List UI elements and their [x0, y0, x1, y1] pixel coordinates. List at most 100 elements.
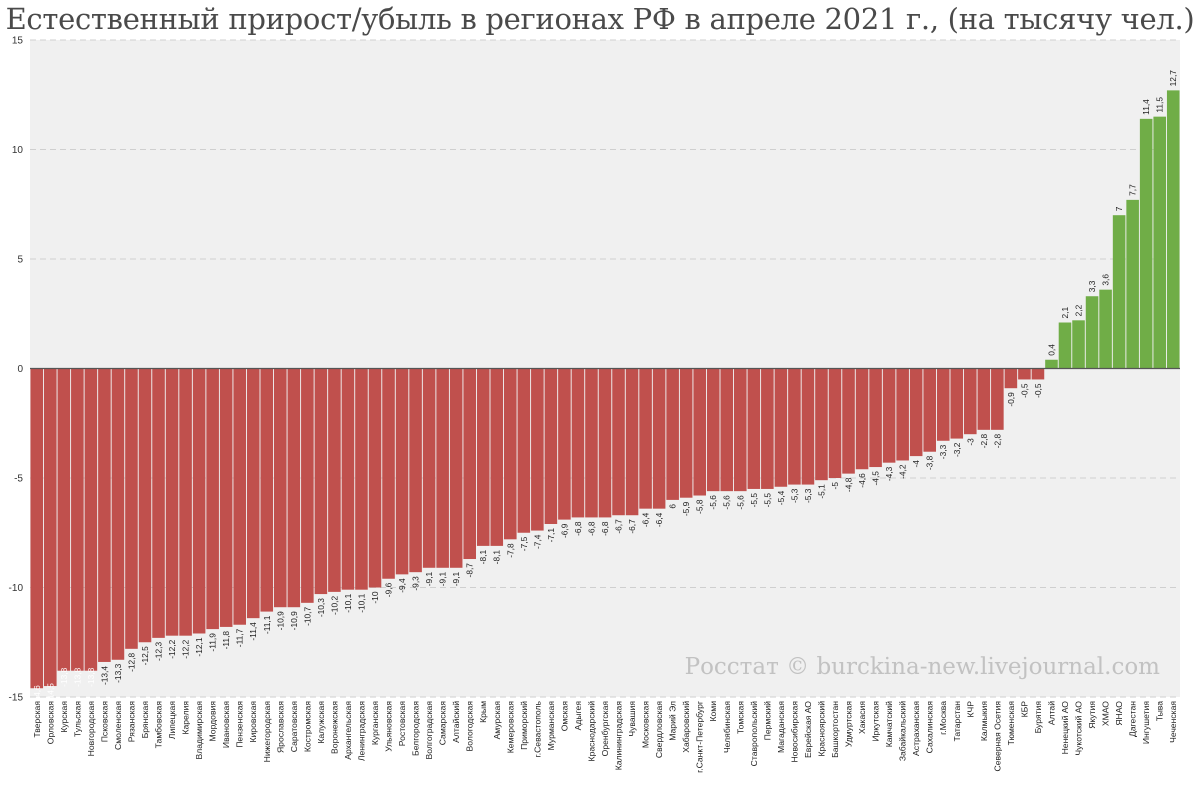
bar — [409, 368, 422, 573]
category-label: Крым — [478, 701, 488, 723]
category-label: Костромская — [302, 701, 312, 753]
data-label: -8,7 — [465, 563, 475, 578]
category-label: Курганская — [370, 701, 380, 745]
category-label: Кемеровская — [505, 701, 515, 754]
data-label: -10 — [370, 591, 380, 603]
category-label: Адыгея — [573, 701, 583, 731]
category-label: Магаданская — [776, 701, 786, 753]
category-label: Курская — [59, 701, 69, 733]
y-tick-label: -5 — [14, 474, 23, 485]
bar — [341, 368, 355, 590]
bar — [382, 368, 395, 579]
category-label: Нижегородская — [262, 701, 272, 763]
data-label: -3 — [965, 438, 975, 446]
category-label: Калмыкия — [979, 701, 989, 741]
data-label: -6,4 — [654, 512, 664, 527]
chart-title: Естественный прирост/убыль в регионах РФ… — [5, 2, 1195, 36]
data-label: -13,8 — [59, 667, 69, 686]
bar — [138, 368, 152, 643]
bar — [598, 368, 612, 518]
category-label: Челябинская — [722, 701, 732, 753]
data-label: -7,8 — [505, 543, 515, 558]
category-label: Новгородская — [86, 701, 96, 757]
category-label: Пензенская — [235, 701, 245, 748]
bar — [855, 368, 869, 470]
category-label: Тюменская — [1006, 701, 1016, 746]
data-label: -6,8 — [600, 521, 610, 536]
data-label: -0,9 — [1006, 392, 1016, 407]
bar — [274, 368, 287, 608]
category-label: Кировская — [248, 701, 258, 743]
bar — [1126, 199, 1139, 369]
bar — [950, 368, 964, 439]
category-label: Волгоградская — [424, 701, 434, 760]
category-label: Хакасия — [857, 701, 867, 734]
data-label: -11,9 — [208, 633, 218, 652]
category-label: Башкортостан — [830, 701, 840, 758]
data-label: 2,1 — [1060, 307, 1070, 319]
bar — [909, 368, 923, 457]
data-label: -2,8 — [992, 433, 1002, 448]
y-tick-label: 5 — [17, 255, 23, 266]
category-label: Камчатский — [884, 701, 894, 747]
bar — [355, 368, 368, 590]
data-label: -4,3 — [884, 466, 894, 481]
category-label: Алтай — [1046, 701, 1056, 725]
data-label: 3,3 — [1087, 280, 1097, 292]
data-label: -6,4 — [641, 512, 651, 527]
bar — [206, 368, 219, 630]
bar — [476, 368, 490, 546]
category-label: Ярославская — [275, 701, 285, 753]
category-label: Пермский — [762, 701, 772, 741]
bar — [991, 368, 1004, 430]
data-label: -5,5 — [762, 493, 772, 508]
category-label: Северная Осетия — [992, 701, 1002, 772]
data-label: -3,2 — [952, 442, 962, 457]
bar — [1153, 116, 1166, 369]
bar — [1045, 359, 1058, 369]
category-label: Вологодская — [465, 701, 475, 752]
category-label: Мордовия — [208, 701, 218, 742]
bar — [192, 368, 206, 634]
data-label: -13,8 — [86, 667, 96, 686]
data-label: -9,3 — [411, 576, 421, 591]
data-label: -5,9 — [681, 501, 691, 516]
bar — [314, 368, 328, 595]
bar — [896, 368, 909, 461]
category-label: ХМАО — [1101, 701, 1111, 726]
data-label: -6,7 — [627, 519, 637, 534]
category-label: Тверская — [32, 701, 42, 738]
bar — [463, 368, 476, 560]
data-label: -4,6 — [857, 473, 867, 488]
bar — [815, 368, 828, 481]
category-label: Свердловская — [654, 701, 664, 758]
bar — [504, 368, 517, 540]
data-label: -7,5 — [519, 536, 529, 551]
data-label: -11,8 — [221, 631, 231, 650]
category-label: Воронежская — [329, 701, 339, 754]
bar — [287, 368, 301, 608]
data-label: -10,9 — [275, 611, 285, 630]
category-label: Томская — [735, 701, 745, 734]
category-label: Калужская — [316, 701, 326, 744]
data-label: -6,9 — [559, 523, 569, 538]
bar — [761, 368, 774, 489]
data-label: -11,4 — [248, 622, 258, 641]
bar — [571, 368, 585, 518]
bar — [301, 368, 314, 603]
data-label: -11,1 — [262, 615, 272, 634]
data-label: -7,4 — [532, 534, 542, 549]
y-axis: 15 10 5 0 -5 -10 -15 — [9, 36, 24, 704]
category-label: Хабаровский — [681, 701, 691, 753]
bar — [706, 368, 720, 492]
bar — [111, 368, 125, 660]
category-label: Удмуртская — [844, 701, 854, 747]
data-label: -9,6 — [384, 582, 394, 597]
category-label: Ингушетия — [1141, 701, 1151, 744]
data-label: -4 — [911, 460, 921, 468]
bar — [98, 368, 111, 662]
data-label: 0,4 — [1046, 344, 1056, 356]
data-label: -0,5 — [1033, 383, 1043, 398]
category-label: Еврейская АО — [803, 701, 813, 758]
